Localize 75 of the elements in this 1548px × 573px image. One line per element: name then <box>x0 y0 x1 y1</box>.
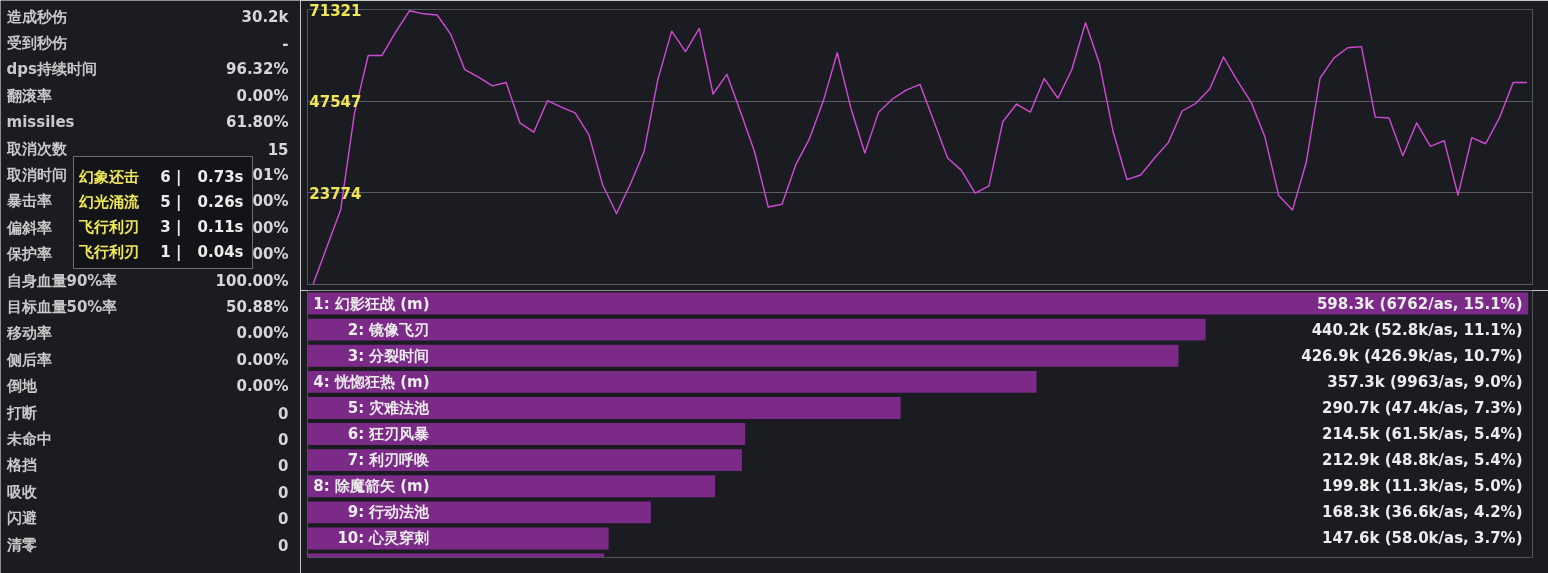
category-label: 暴击率 <box>5 192 52 211</box>
data-label: 199.8k (11.3k/as, 5.0%) <box>1322 477 1523 496</box>
bar <box>307 501 651 524</box>
category-label: 闪避 <box>6 509 38 528</box>
bar <box>307 292 1529 315</box>
data-label: 440.2k (52.8k/as, 11.1%) <box>1311 320 1523 339</box>
text: 00% <box>252 192 289 211</box>
y-tick-label: 3: 分裂时间 <box>347 346 430 365</box>
data-label: 214.5k (61.5k/as, 5.4%) <box>1322 425 1523 444</box>
category-label: 格挡 <box>5 456 37 475</box>
text: 0 <box>278 404 289 423</box>
y-tick-label: 2: 镜像飞刃 <box>347 320 430 339</box>
data-label: 290.7k (47.4k/as, 7.3%) <box>1322 398 1523 417</box>
category-label: dps持续时间 <box>6 60 97 79</box>
category-label: 造成秒伤 <box>5 7 67 26</box>
text: 100.00% <box>215 271 289 290</box>
y-tick-label: 1: 幻影狂战 (m) <box>313 294 430 313</box>
category-label: 翻滚率 <box>5 86 52 105</box>
text: 0 <box>278 457 289 476</box>
text: 幻象还击 6 | 0.73s <box>78 167 244 186</box>
category-label: 取消时间 <box>5 165 67 184</box>
data-label: 426.9k (426.9k/as, 10.7%) <box>1301 346 1523 365</box>
category-label: 打断 <box>5 403 37 422</box>
y-tick-label: 10: 心灵穿刺 <box>337 529 430 548</box>
text: 飞行利刃 1 | 0.04s <box>78 242 244 261</box>
text: 96.32% <box>226 60 289 79</box>
category-label: 未命中 <box>5 429 52 448</box>
text: 0 <box>278 536 289 555</box>
category-label: 清零 <box>5 535 37 554</box>
y-tick-label: 8: 除魔箭矢 (m) <box>313 477 430 496</box>
bar <box>307 449 742 472</box>
bar <box>307 370 1037 393</box>
text: 50.88% <box>226 297 289 316</box>
text: 0.00% <box>236 377 289 396</box>
bar <box>307 344 1179 367</box>
text: 幻光涌流 5 | 0.26s <box>78 192 244 211</box>
y-tick-label: 4: 恍惚狂热 (m) <box>313 372 430 391</box>
text: 0 <box>278 510 289 529</box>
y-tick-label: 5: 灾难法池 <box>347 398 431 417</box>
text: 0.00% <box>236 350 289 369</box>
category-label: 移动率 <box>5 324 52 343</box>
data-label: 147.6k (58.0k/as, 3.7%) <box>1322 529 1523 548</box>
text: 00% <box>252 218 289 237</box>
data-label: 598.3k (6762/as, 15.1%) <box>1316 294 1523 313</box>
category-label: missiles <box>6 113 75 132</box>
category-label: 倒地 <box>5 377 38 396</box>
y-tick-label: 7: 利刃呼唤 <box>347 451 430 470</box>
text: 0 <box>278 430 289 449</box>
y-tick-label: 71321 <box>309 1 362 20</box>
y-tick-label: 9: 行动法池 <box>347 503 431 522</box>
text: 00% <box>252 245 289 264</box>
bar <box>307 396 901 419</box>
data-label: 357.3k (9963/as, 9.0%) <box>1327 372 1523 391</box>
text: 0 <box>278 483 289 502</box>
category-label: 取消次数 <box>5 139 68 158</box>
category-label: 保护率 <box>5 245 52 264</box>
text: 01% <box>252 165 289 184</box>
bar <box>307 423 746 446</box>
category-label: 偏斜率 <box>5 218 52 237</box>
y-tick-label: 6: 狂刃风暴 <box>347 425 430 444</box>
text: - <box>282 34 289 53</box>
data-label: 168.3k (36.6k/as, 4.2%) <box>1322 503 1523 522</box>
category-label: 吸收 <box>6 482 38 501</box>
data-label: 212.9k (48.8k/as, 5.4%) <box>1322 451 1523 470</box>
text: 30.2k <box>241 7 289 26</box>
category-label: 侧后率 <box>5 350 52 369</box>
category-label: 受到秒伤 <box>5 33 67 52</box>
text: 15 <box>267 140 289 159</box>
category-label: 目标血量50%率 <box>6 297 118 316</box>
text: 0.00% <box>236 86 289 105</box>
text: 61.80% <box>226 113 289 132</box>
bar <box>307 318 1206 341</box>
category-label: 自身血量90%率 <box>6 271 118 290</box>
text: 0.00% <box>236 324 289 343</box>
text: 飞行利刃 3 | 0.11s <box>78 217 244 236</box>
